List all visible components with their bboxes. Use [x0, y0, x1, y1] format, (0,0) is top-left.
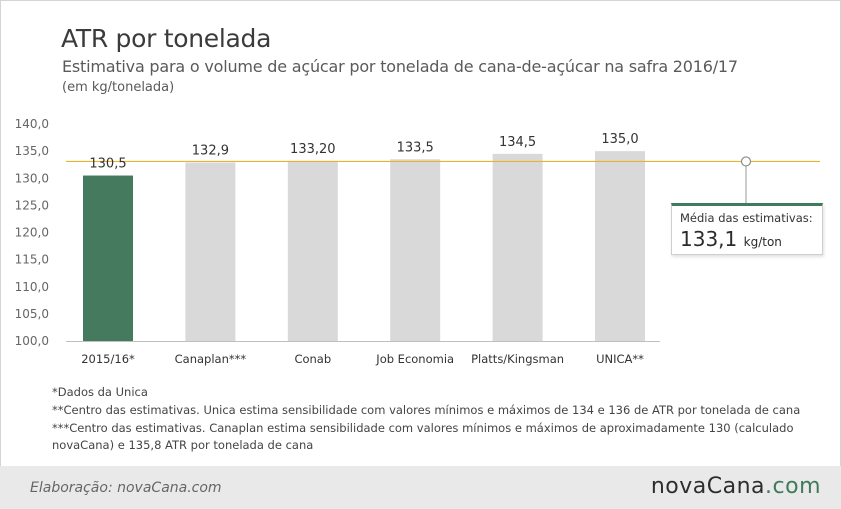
- unit-note: (em kg/tonelada): [62, 80, 175, 95]
- bar: [492, 153, 543, 341]
- data-label: 134,5: [499, 135, 536, 150]
- logo-suffix: .com: [765, 474, 821, 499]
- y-tick-label: 120,0: [15, 226, 49, 240]
- data-label: 133,20: [290, 142, 336, 157]
- average-label: Média das estimativas:: [680, 211, 813, 225]
- novacana-logo: novaCana.com: [651, 474, 821, 499]
- data-label: 135,0: [601, 132, 638, 147]
- y-tick-label: 140,0: [15, 117, 49, 131]
- bar: [287, 160, 338, 341]
- footnote-3: ***Centro das estimativas. Canaplan esti…: [52, 421, 794, 452]
- footnotes: *Dados da Unica **Centro das estimativas…: [52, 384, 822, 454]
- footnote-2: **Centro das estimativas. Unica estima s…: [52, 403, 801, 417]
- bar: [390, 159, 441, 341]
- chart-title: ATR por tonelada: [61, 24, 272, 53]
- y-tick-label: 115,0: [15, 253, 49, 267]
- footnote-1: *Dados da Unica: [52, 385, 148, 399]
- average-value-line: 133,1 kg/ton: [680, 227, 782, 251]
- category-label: Job Economia: [375, 352, 454, 366]
- average-unit: kg/ton: [743, 235, 782, 249]
- category-label: UNICA**: [596, 352, 644, 366]
- data-label: 132,9: [192, 144, 229, 159]
- logo-main: novaCana: [650, 474, 766, 499]
- category-label: Platts/Kingsman: [471, 352, 564, 366]
- average-box: Média das estimativas: 133,1 kg/ton: [671, 203, 823, 255]
- bar-chart: 100,0 105,0 110,0 115,0 120,0 125,0 130,0 135,0…: [15, 117, 820, 366]
- chart-subtitle: Estimativa para o volume de açúcar por t…: [62, 57, 738, 76]
- y-tick-label: 130,0: [15, 171, 49, 185]
- y-tick-label: 125,0: [15, 198, 49, 212]
- y-tick-label: 135,0: [15, 144, 49, 158]
- y-tick-label: 100,0: [15, 334, 49, 348]
- bar: [595, 151, 645, 341]
- category-label: 2015/16*: [81, 352, 135, 366]
- category-label: Canaplan***: [175, 352, 247, 366]
- y-tick-label: 110,0: [15, 280, 49, 294]
- data-label: 130,5: [89, 157, 126, 172]
- average-marker: [740, 156, 752, 167]
- data-label: 133,5: [397, 140, 434, 155]
- y-tick-label: 105,0: [15, 307, 49, 321]
- average-value: 133,1: [680, 227, 738, 251]
- bar: [185, 162, 236, 341]
- footer-bar: Elaboração: novaCana.com novaCana.com: [0, 466, 841, 509]
- category-label: Conab: [294, 352, 331, 366]
- credit-text: Elaboração: novaCana.com: [30, 480, 222, 496]
- bar: [83, 175, 133, 341]
